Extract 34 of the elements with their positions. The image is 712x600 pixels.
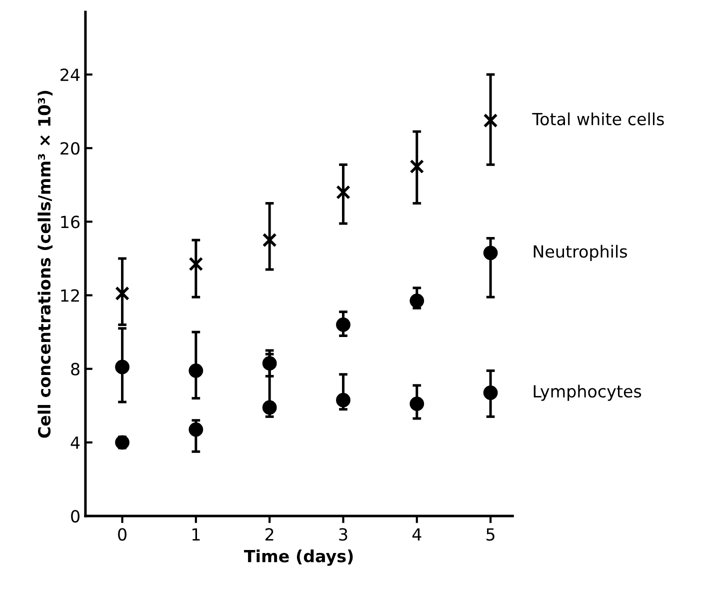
x-axis-title: Time (days) bbox=[244, 549, 353, 566]
point bbox=[410, 396, 424, 411]
y-tick-label: 8 bbox=[71, 362, 80, 376]
point bbox=[336, 392, 350, 408]
text: Total white cells bbox=[532, 112, 664, 126]
point bbox=[262, 232, 277, 248]
x-tick-label: 1 bbox=[192, 528, 200, 540]
y-tick-label: 12 bbox=[61, 289, 79, 302]
text: Lymphocytes bbox=[534, 384, 642, 401]
point bbox=[483, 386, 498, 400]
x-tick-label: 0 bbox=[118, 528, 126, 541]
point bbox=[336, 318, 350, 332]
text: Neutrophils bbox=[534, 244, 627, 262]
y-tick-label: 20 bbox=[60, 142, 80, 155]
y-tick-label: 16 bbox=[61, 216, 80, 228]
point bbox=[188, 256, 204, 272]
x-tick-label: 4 bbox=[412, 528, 422, 540]
y-tick-label: 0 bbox=[71, 510, 80, 523]
x-tick-label: 5 bbox=[486, 528, 494, 541]
point bbox=[483, 246, 498, 260]
x-tick-label: 2 bbox=[265, 528, 274, 540]
point bbox=[410, 159, 424, 174]
point bbox=[115, 286, 130, 301]
point bbox=[188, 422, 204, 437]
y-tick-label: 24 bbox=[60, 68, 80, 81]
y-axis-title: Cell concentrations (cells/mm³ × 10³) bbox=[38, 90, 53, 438]
point bbox=[115, 360, 130, 374]
point bbox=[262, 400, 277, 415]
y-tick-label: 4 bbox=[70, 436, 80, 449]
point bbox=[188, 363, 204, 378]
point bbox=[262, 356, 277, 371]
x-tick-label: 3 bbox=[339, 528, 348, 541]
point bbox=[483, 113, 498, 128]
point bbox=[336, 185, 350, 200]
